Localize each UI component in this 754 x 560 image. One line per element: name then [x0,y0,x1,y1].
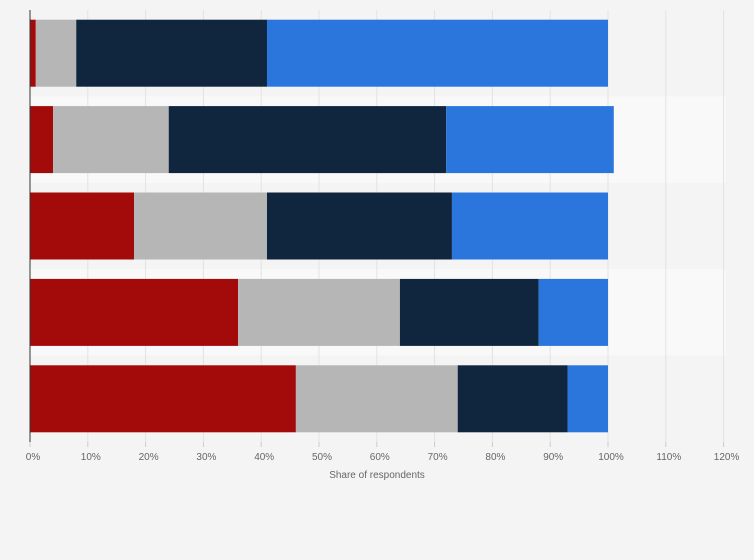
bar-segment [30,106,54,174]
x-tick-label: 100% [598,452,624,463]
bar-segment [35,19,77,87]
bar-segment [30,278,239,346]
x-tick-label: 80% [485,452,505,463]
bar-segment [30,192,135,260]
x-tick-label: 50% [312,452,332,463]
x-tick-label: 120% [714,452,740,463]
bar-segment [30,19,36,87]
x-axis-ticks: 0% 10% 20% 30% 40% 50% 60% 70% 80% 90% 100% 110% 120… [26,442,740,463]
bar-segment [567,365,608,433]
bar-segment [53,106,169,174]
x-axis-title: Share of respondents [329,470,425,481]
bar-segment [76,19,267,87]
x-tick-label: 0% [26,452,41,463]
x-tick-label: 30% [196,452,216,463]
bar-segment [399,278,539,346]
x-tick-label: 90% [543,452,563,463]
x-tick-label: 10% [81,452,101,463]
bar-segment [446,106,614,174]
bar-segment [30,365,296,433]
bar-segment [168,106,447,174]
bar-segment [266,192,452,260]
bar-segment [457,365,568,433]
bar-segment [238,278,400,346]
x-tick-label: 70% [428,452,448,463]
bar-segment [295,365,458,433]
bar-segment [451,192,608,260]
x-tick-label: 110% [656,452,681,463]
x-tick-label: 20% [139,452,159,463]
bar-segment [134,192,267,260]
bars [30,19,614,433]
x-tick-label: 40% [254,452,274,463]
bar-segment [538,278,608,346]
x-tick-label: 60% [370,452,390,463]
bar-segment [266,19,608,87]
